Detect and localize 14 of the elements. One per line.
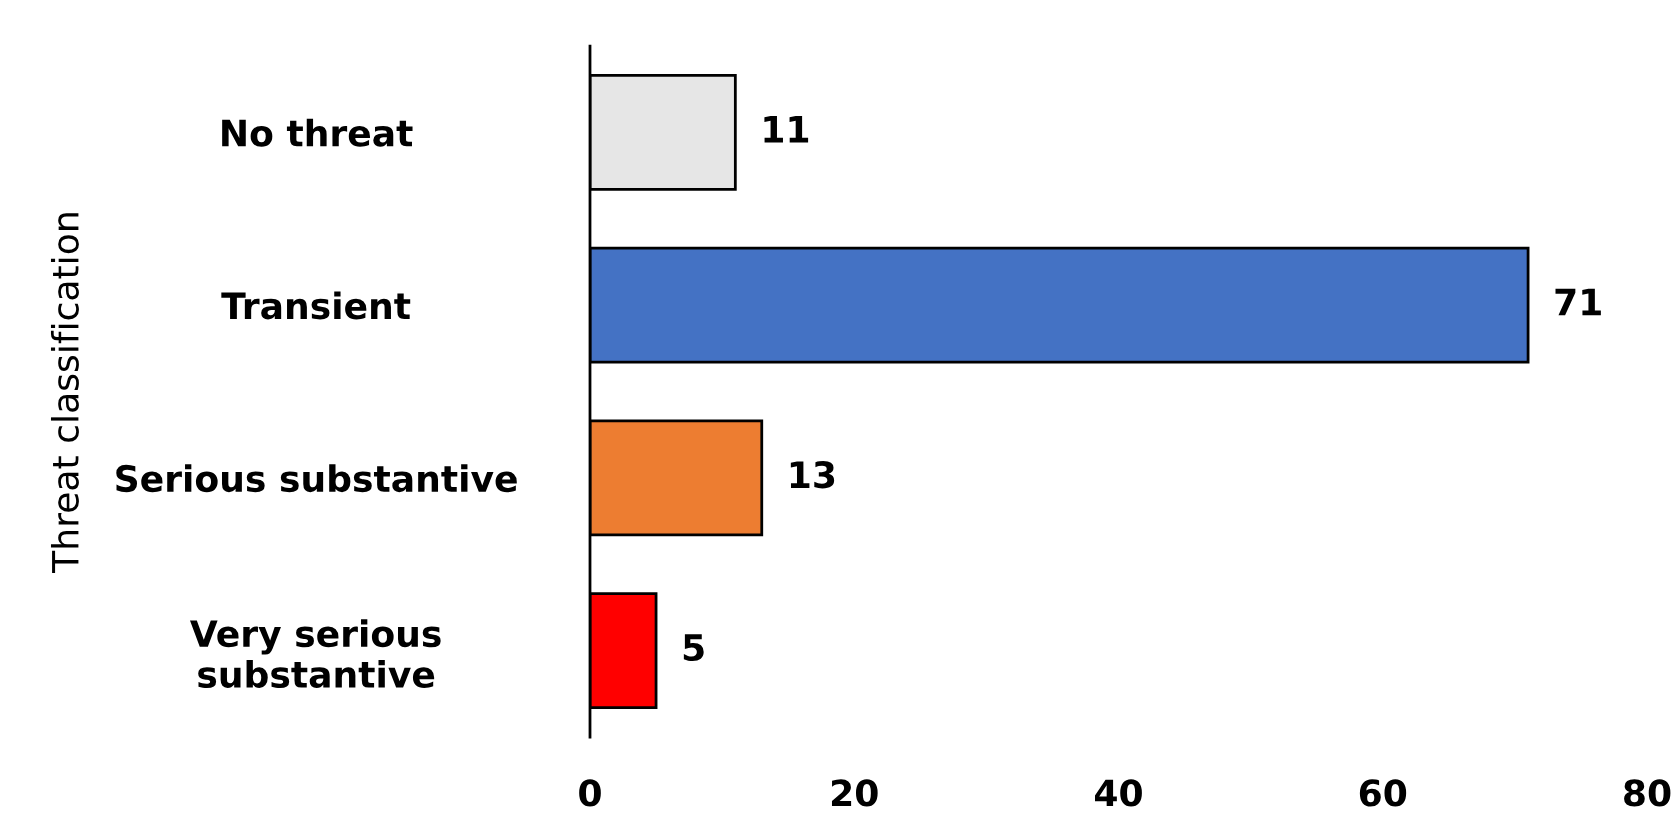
y-tick-label: Transient [221, 291, 411, 320]
y-tick-label: Very serious substantive [190, 619, 441, 688]
data-label: 13 [790, 461, 835, 489]
x-tick-label: 60 [1359, 779, 1407, 807]
x-tick-label: 0 [579, 779, 601, 807]
data-label: 5 [683, 634, 704, 662]
x-tick-label: 40 [1095, 779, 1142, 807]
x-tick-label: 20 [831, 779, 878, 807]
y-tick-label: Serious substantive [116, 464, 517, 493]
x-tick-label: 80 [1624, 779, 1671, 807]
y-tick-label: No threat [222, 118, 413, 147]
data-label: 71 [1555, 288, 1601, 316]
y-axis-title: Threat classification [50, 213, 79, 573]
data-label: 11 [764, 116, 809, 143]
